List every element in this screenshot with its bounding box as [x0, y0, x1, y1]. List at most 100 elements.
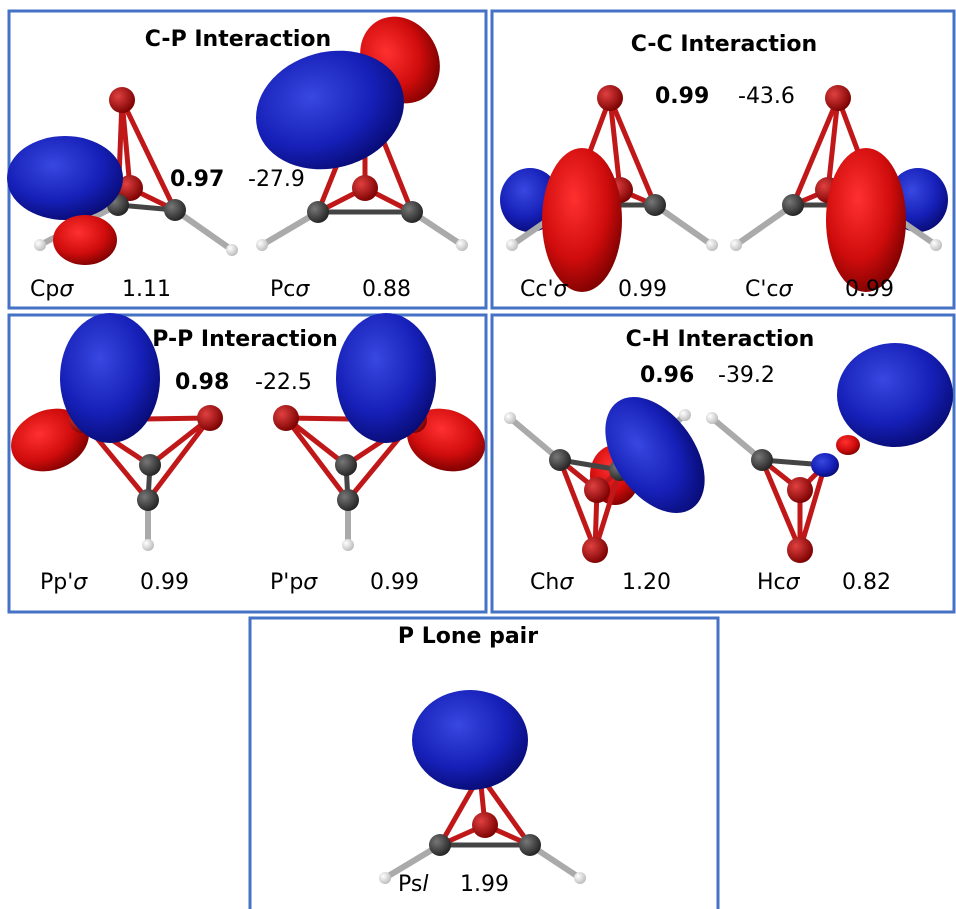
orbital-lobe [53, 215, 117, 265]
label-symbol: σ [554, 277, 569, 302]
orbital-label: C'cσ [745, 277, 794, 302]
orbital-label: Cc'σ [520, 277, 569, 302]
hydrogen-atom [506, 239, 518, 251]
orbital-lobe [60, 313, 160, 443]
occupancy: 0.99 [140, 570, 189, 595]
phosphorus-atom [787, 537, 813, 563]
occupancy: 0.88 [362, 277, 411, 302]
hydrogen-atom [574, 872, 586, 884]
panel-title: C-C Interaction [631, 32, 817, 57]
orbital-lobe [811, 453, 839, 477]
carbon-atom [782, 194, 804, 216]
orbital-label: Pcσ [270, 277, 310, 302]
orbital-lobe [336, 313, 436, 443]
orbital-lobe [542, 148, 622, 292]
label-symbol: σ [559, 570, 574, 595]
panel-title: C-P Interaction [145, 27, 331, 52]
energy-value: -22.5 [255, 370, 312, 395]
orbital-lobe [7, 136, 123, 220]
label-base: Pp' [40, 570, 73, 595]
label-symbol: σ [779, 277, 794, 302]
occupancy: 0.99 [370, 570, 419, 595]
phosphorus-atom [197, 405, 223, 431]
phosphorus-atom [787, 477, 813, 503]
hydrogen-atom [706, 239, 718, 251]
panel-title: P-P Interaction [152, 327, 338, 352]
phosphorus-atom [584, 477, 610, 503]
label-symbol: σ [59, 277, 74, 302]
phosphorus-atom [273, 405, 299, 431]
hydrogen-atom [256, 239, 268, 251]
occupancy: 1.11 [122, 277, 171, 302]
energy-value: -27.9 [248, 167, 305, 192]
phosphorus-atom [582, 537, 608, 563]
overlap-value: 0.98 [175, 370, 229, 395]
hydrogen-atom [379, 872, 391, 884]
phosphorus-atom [825, 85, 851, 111]
orbital-label: Hcσ [757, 570, 801, 595]
energy-value: -43.6 [738, 84, 795, 109]
carbon-atom [644, 194, 666, 216]
carbon-atom [164, 199, 186, 221]
occupancy: 1.20 [622, 570, 671, 595]
label-base: C'c [745, 277, 779, 302]
phosphorus-atom [472, 812, 498, 838]
label-symbol: σ [73, 570, 88, 595]
hydrogen-atom [226, 244, 238, 256]
label-base: Ps [398, 872, 422, 897]
orbital-lobe [412, 690, 528, 790]
molecule [730, 85, 948, 292]
orbital-lobe [837, 343, 953, 447]
label-base: Cp [30, 277, 59, 302]
molecule [504, 379, 725, 563]
hydrogen-atom [142, 539, 154, 551]
orbital-lobe [826, 148, 906, 292]
panel-title: P Lone pair [398, 624, 538, 649]
label-base: Pc [270, 277, 295, 302]
orbital-label: Cpσ [30, 277, 74, 302]
label-base: Hc [757, 570, 786, 595]
label-symbol: σ [303, 570, 318, 595]
orbital-label: P'pσ [270, 570, 318, 595]
energy-value: -39.2 [718, 363, 775, 388]
orbital-label: Psl [398, 872, 428, 897]
carbon-atom [139, 454, 161, 476]
occupancy: 0.99 [618, 277, 667, 302]
occupancy: 0.99 [845, 277, 894, 302]
hydrogen-atom [34, 239, 46, 251]
label-symbol: l [422, 872, 428, 897]
figure: C-P Interaction0.97-27.9Cpσ1.11Pcσ0.88C-… [0, 0, 956, 909]
label-base: Ch [530, 570, 559, 595]
carbon-atom [337, 489, 359, 511]
phosphorus-atom [109, 87, 135, 113]
phosphorus-atom [597, 85, 623, 111]
hydrogen-atom [679, 409, 691, 421]
carbon-atom [519, 834, 541, 856]
molecule [500, 85, 718, 292]
hydrogen-atom [930, 239, 942, 251]
hydrogen-atom [730, 239, 742, 251]
overlap-value: 0.97 [170, 167, 224, 192]
label-base: P'p [270, 570, 303, 595]
hydrogen-atom [342, 539, 354, 551]
carbon-atom [401, 201, 423, 223]
carbon-atom [751, 449, 773, 471]
carbon-atom [335, 454, 357, 476]
hydrogen-atom [456, 239, 468, 251]
page: {"panels": [ {"title": "C-P Interaction"… [0, 0, 956, 909]
orbital-lobe [836, 435, 860, 455]
carbon-atom [307, 201, 329, 223]
panel-title: C-H Interaction [626, 327, 815, 352]
molecule [379, 690, 586, 884]
occupancy: 1.99 [460, 872, 509, 897]
carbon-atom [549, 449, 571, 471]
hydrogen-atom [706, 412, 718, 424]
label-symbol: σ [295, 277, 310, 302]
phosphorus-atom [352, 175, 378, 201]
overlap-value: 0.96 [640, 363, 694, 388]
orbital-label: Pp'σ [40, 570, 88, 595]
label-symbol: σ [786, 570, 801, 595]
carbon-atom [137, 489, 159, 511]
occupancy: 0.82 [842, 570, 891, 595]
carbon-atom [429, 834, 451, 856]
